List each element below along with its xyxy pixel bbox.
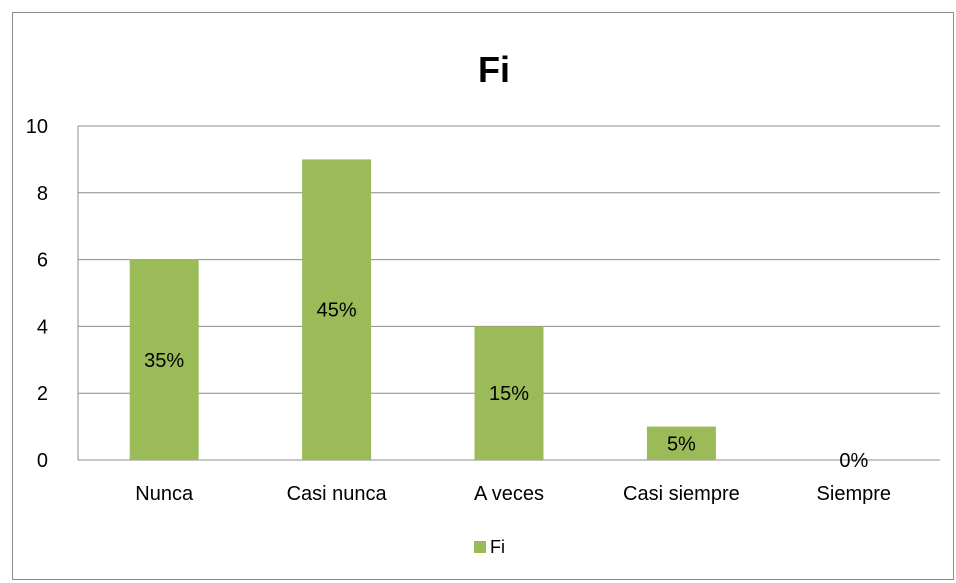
data-label: 0% xyxy=(839,450,868,472)
legend: Fi xyxy=(474,537,505,557)
y-tick-label: 2 xyxy=(37,383,48,405)
y-tick-label: 4 xyxy=(37,316,48,338)
legend-label: Fi xyxy=(490,537,505,557)
y-tick-label: 10 xyxy=(26,116,48,138)
x-tick-label: Siempre xyxy=(817,483,891,505)
bar xyxy=(129,259,199,460)
gridlines xyxy=(77,125,940,461)
chart-title: Fi xyxy=(478,49,510,90)
bar xyxy=(302,159,372,460)
x-tick-label: A veces xyxy=(474,483,544,505)
data-label: 35% xyxy=(144,350,184,372)
x-tick-label: Casi siempre xyxy=(623,483,740,505)
x-tick-label: Casi nunca xyxy=(287,483,388,505)
bars xyxy=(129,159,716,460)
bar xyxy=(474,326,544,460)
x-axis-labels: Nunca Casi nunca A veces Casi siempre Siempr… xyxy=(135,483,891,505)
x-tick-label: Nunca xyxy=(135,483,194,505)
y-axis-ticks: 0 2 4 6 8 10 xyxy=(26,116,48,472)
data-label: 5% xyxy=(667,433,696,455)
y-tick-label: 0 xyxy=(37,450,48,472)
y-tick-label: 6 xyxy=(37,250,48,272)
data-labels: 35% 45% 15% 5% 0% xyxy=(144,300,868,472)
bar xyxy=(646,426,716,460)
y-tick-label: 8 xyxy=(37,183,48,205)
data-label: 15% xyxy=(489,383,529,405)
legend-swatch xyxy=(474,541,486,553)
data-label: 45% xyxy=(317,300,357,322)
